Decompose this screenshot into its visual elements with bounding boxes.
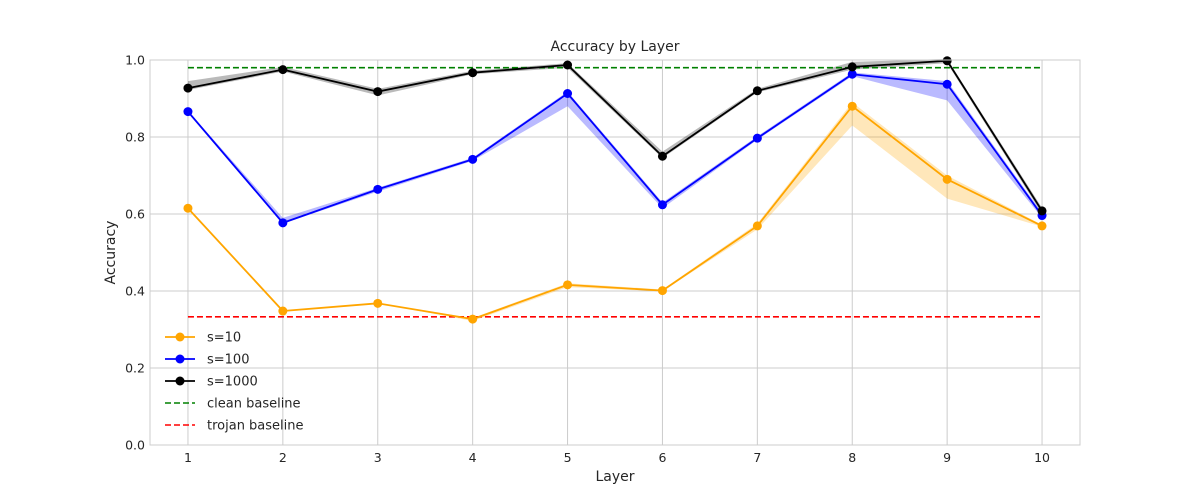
data-point [468, 68, 478, 78]
data-point [847, 69, 857, 79]
plot-area [150, 60, 1080, 445]
data-point [373, 184, 383, 194]
y-tick-label: 0.0 [125, 438, 145, 453]
data-point [278, 218, 288, 228]
x-tick-labels: 1 2 3 4 5 6 7 8 9 10 [184, 450, 1050, 465]
legend-label: trojan baseline [207, 419, 304, 434]
data-point [657, 151, 667, 161]
y-tick-label: 0.4 [125, 284, 145, 299]
data-point [563, 280, 573, 290]
legend: s=10 s=100 s=1000 clean baseline trojan base… [165, 331, 304, 434]
y-axis-label: Accuracy [103, 221, 119, 285]
y-tick-labels: 0.0 0.2 0.4 0.6 0.8 1.0 [125, 53, 145, 453]
x-tick-label: 7 [753, 450, 761, 465]
x-tick-label: 8 [848, 450, 856, 465]
x-tick-label: 10 [1034, 450, 1050, 465]
x-tick-label: 5 [564, 450, 572, 465]
data-point [468, 314, 478, 324]
data-point [563, 60, 573, 70]
legend-item: clean baseline [165, 397, 301, 412]
legend-label: s=10 [207, 331, 241, 346]
legend-label: s=100 [207, 353, 249, 368]
data-point [752, 86, 762, 96]
data-point [657, 286, 667, 296]
baseline-lines [187, 66, 1043, 318]
legend-swatch-marker [175, 354, 185, 364]
data-point [1037, 206, 1047, 216]
data-point [657, 200, 667, 210]
legend-item: trojan baseline [165, 419, 304, 434]
x-tick-label: 6 [658, 450, 666, 465]
y-tick-label: 0.8 [125, 130, 145, 145]
x-tick-label: 9 [943, 450, 951, 465]
x-tick-label: 2 [279, 450, 287, 465]
data-point [373, 87, 383, 97]
data-point [468, 154, 478, 164]
plot-frame [149, 59, 1081, 446]
series-line [187, 105, 1043, 321]
data-point [1037, 221, 1047, 231]
y-tick-label: 0.2 [125, 361, 145, 376]
data-point [373, 298, 383, 308]
data-point [183, 203, 193, 213]
y-tick-label: 1.0 [125, 53, 145, 68]
legend-item: s=100 [165, 353, 249, 368]
legend-item: s=10 [165, 331, 241, 346]
data-point [278, 65, 288, 75]
data-point [183, 107, 193, 117]
y-tick-label: 0.6 [125, 207, 145, 222]
data-point [942, 79, 952, 89]
x-tick-label: 3 [374, 450, 382, 465]
data-point [942, 56, 952, 66]
data-point [847, 101, 857, 111]
legend-item: s=1000 [165, 375, 258, 390]
series-line [187, 59, 1043, 212]
data-point [563, 88, 573, 98]
chart-title: Accuracy by Layer [550, 39, 679, 55]
legend-swatch-marker [175, 376, 185, 386]
legend-swatch-marker [175, 332, 185, 342]
x-axis-label: Layer [595, 469, 634, 485]
data-point [752, 221, 762, 231]
legend-label: s=1000 [207, 375, 258, 390]
data-point [183, 83, 193, 93]
legend-label: clean baseline [207, 397, 301, 412]
data-point [847, 62, 857, 72]
data-point [752, 133, 762, 143]
x-tick-label: 1 [184, 450, 192, 465]
data-point [942, 174, 952, 184]
series-line [187, 73, 1043, 224]
x-tick-label: 4 [469, 450, 477, 465]
series-lines [183, 56, 1047, 324]
data-point [278, 306, 288, 316]
